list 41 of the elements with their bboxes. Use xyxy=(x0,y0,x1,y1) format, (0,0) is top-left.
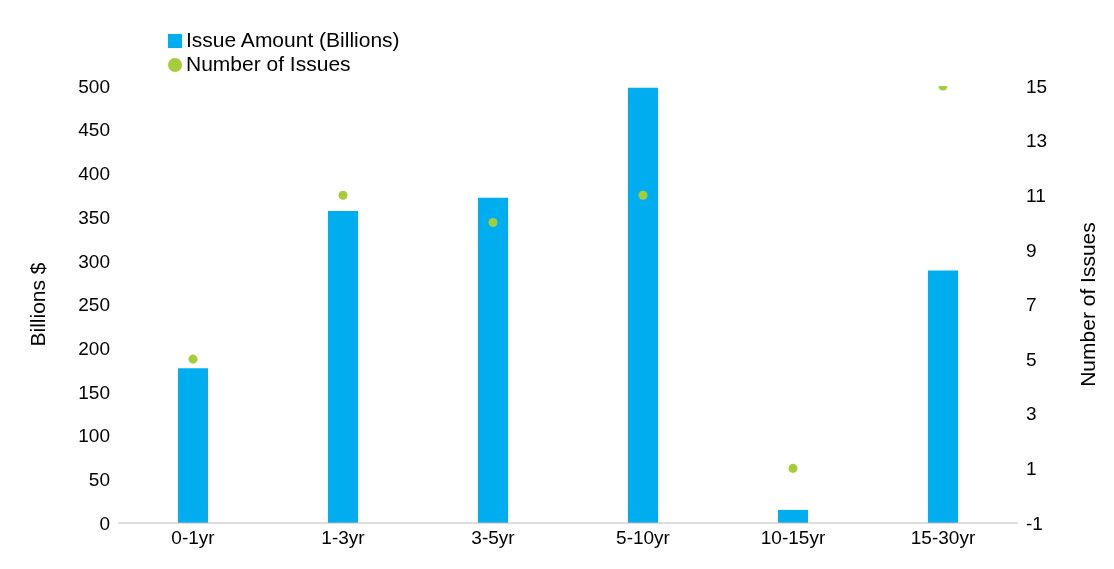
y-tick-label: 400 xyxy=(78,163,110,185)
y2-tick-label: 13 xyxy=(1026,130,1048,152)
y-tick-label: 150 xyxy=(78,381,110,403)
legend-label: Issue Amount (Billions) xyxy=(186,28,400,51)
bar xyxy=(478,197,508,523)
point xyxy=(188,354,198,364)
y-tick-label: 450 xyxy=(78,119,110,141)
bar xyxy=(328,210,358,523)
x-tick-label: 10-15yr xyxy=(760,527,826,549)
y-tick-label: 350 xyxy=(78,206,110,228)
x-tick-label: 5-10yr xyxy=(616,527,671,549)
bar xyxy=(178,368,208,523)
x-tick-label: 1-3yr xyxy=(321,527,366,549)
y-tick-label: 200 xyxy=(78,337,110,359)
y-axis-title: Billions $ xyxy=(26,262,50,347)
y-tick-label: 300 xyxy=(78,250,110,272)
y-tick-label: 100 xyxy=(78,425,110,447)
y2-tick-label: 11 xyxy=(1026,184,1046,206)
y-tick-label: 0 xyxy=(99,512,110,534)
y2-tick-label: -1 xyxy=(1026,512,1043,534)
y2-tick-label: 1 xyxy=(1026,458,1037,480)
point xyxy=(638,190,648,200)
y-tick-label: 50 xyxy=(88,469,110,491)
y2-tick-label: 15 xyxy=(1026,75,1048,97)
y2-tick-label: 7 xyxy=(1026,294,1037,316)
point xyxy=(488,218,498,228)
bar xyxy=(928,270,958,523)
x-tick-label: 0-1yr xyxy=(171,527,216,549)
bar xyxy=(628,87,658,523)
x-tick-label: 15-30yr xyxy=(910,527,976,549)
y-tick-label: 250 xyxy=(78,294,110,316)
point xyxy=(788,463,798,473)
y2-tick-label: 3 xyxy=(1026,403,1037,425)
bar xyxy=(778,509,808,523)
y2-tick-label: 5 xyxy=(1026,348,1037,370)
legend-label: Number of Issues xyxy=(186,52,351,75)
point xyxy=(338,190,348,200)
x-tick-label: 3-5yr xyxy=(471,527,516,549)
y-tick-label: 500 xyxy=(78,75,110,97)
y2-axis-title: Number of Issues xyxy=(1076,222,1100,387)
y2-tick-label: 9 xyxy=(1026,239,1037,261)
